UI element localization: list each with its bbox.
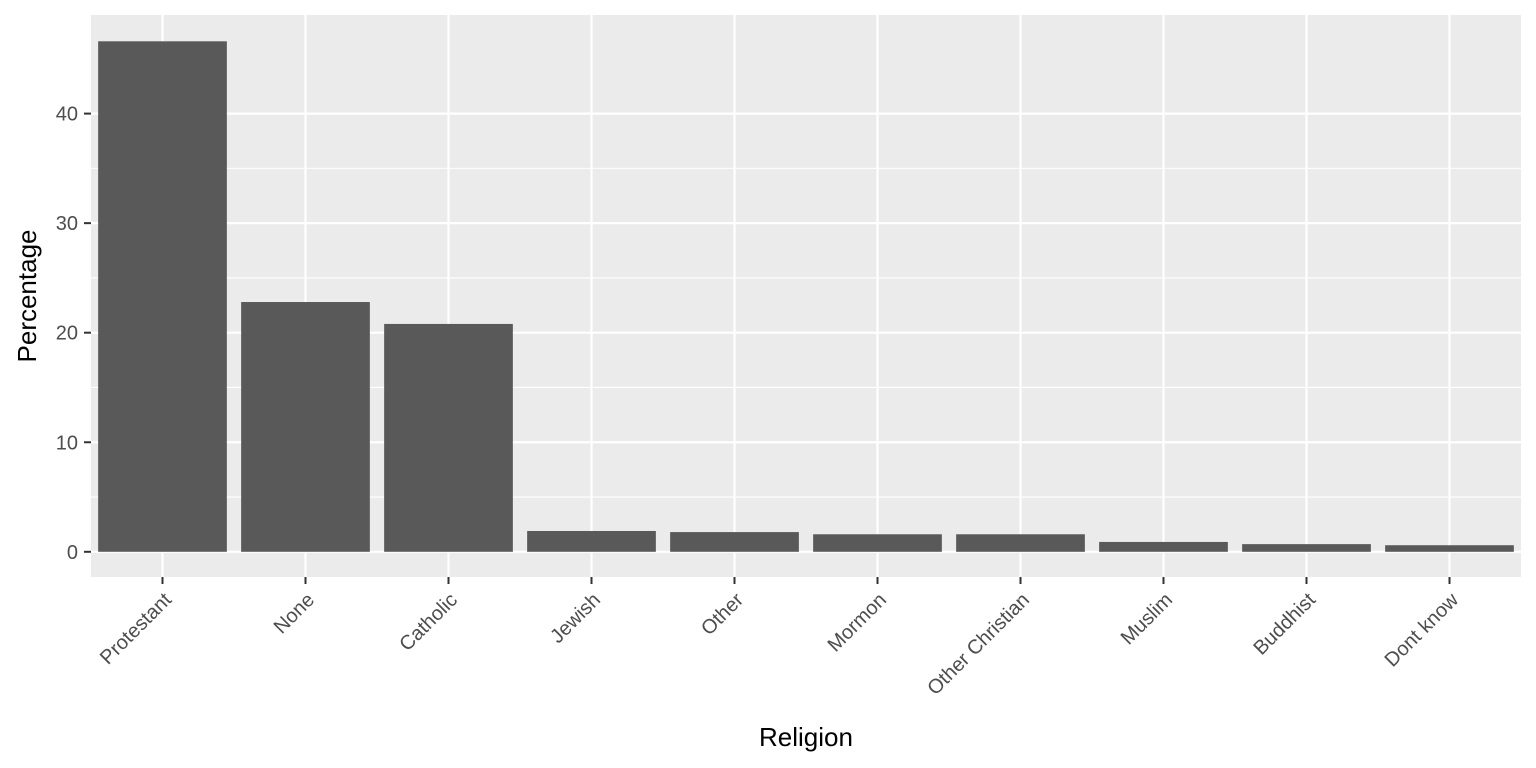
x-axis-title: Religion [759,722,853,752]
x-tick-label: Jewish [546,589,605,648]
bar-buddhist [1242,544,1371,552]
x-tick-label: Dont know [1381,589,1464,672]
x-axis: Protestant None Catholic Jewish Other Mormon O… [96,577,1463,700]
x-tick-label: None [270,589,319,638]
y-tick-label: 40 [56,104,78,126]
x-tick-label: Buddhist [1249,589,1320,660]
bars [98,41,1514,552]
bar-other-christian [956,534,1085,552]
y-tick-label: 20 [56,323,78,345]
y-axis-title: Percentage [12,230,42,363]
bar-jewish [527,530,656,552]
y-axis: 0 10 20 30 40 [56,104,91,564]
x-tick-label: Muslim [1117,589,1177,649]
y-tick-label: 10 [56,432,78,454]
x-tick-label: Mormon [824,589,891,656]
bar-protestant [98,41,227,552]
x-tick-label: Protestant [96,589,176,669]
bar-other [670,532,799,552]
x-tick-label: Other Christian [923,589,1034,700]
y-tick-label: 0 [67,542,78,564]
x-tick-label: Catholic [395,589,462,656]
bar-catholic [384,323,513,552]
bar-muslim [1099,541,1228,552]
bar-none [241,302,370,552]
x-tick-label: Other [697,589,748,640]
bar-mormon [813,534,942,552]
y-tick-label: 30 [56,213,78,235]
bar-dont-know [1385,545,1514,552]
